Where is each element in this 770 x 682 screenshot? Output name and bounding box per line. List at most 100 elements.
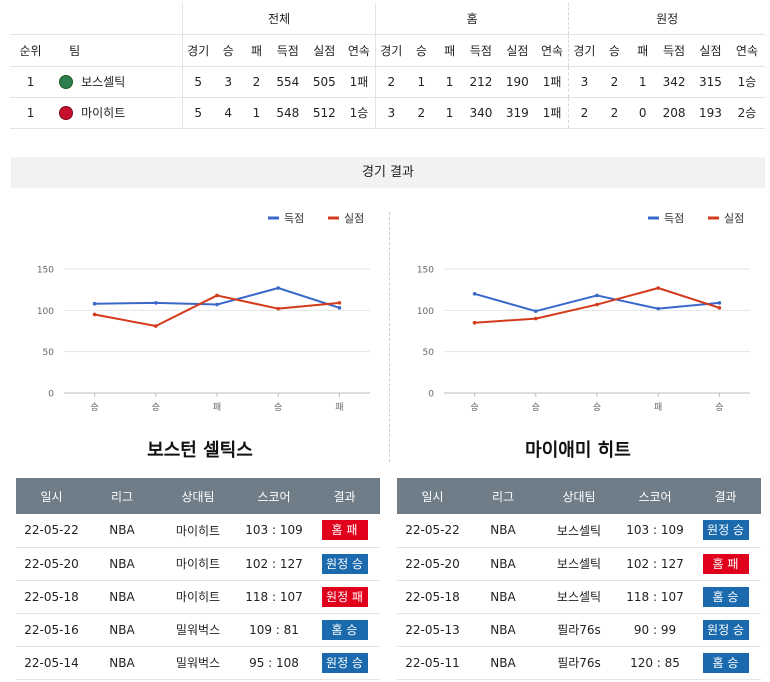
column-divider <box>389 212 390 462</box>
result-badge: 원정 패 <box>321 586 368 607</box>
home-points-for: 212 <box>462 66 499 98</box>
game-row[interactable]: 22-05-18 NBA 보스셀틱 118 : 107 홈 승 <box>397 580 761 614</box>
home-wins: 2 <box>406 97 437 129</box>
away-points-against: 315 <box>691 66 729 98</box>
header-streak: 연속 <box>342 34 376 67</box>
result-badge: 원정 승 <box>702 520 749 541</box>
game-date: 22-05-20 <box>397 547 468 581</box>
game-league: NBA <box>468 514 538 548</box>
game-row[interactable]: 22-05-22 NBA 보스셀틱 103 : 109 원정 승 <box>397 514 761 548</box>
header-losses: 패 <box>629 34 657 67</box>
away-wins: 2 <box>599 66 630 98</box>
home-games: 2 <box>375 66 407 98</box>
team-title-heat: 마이애미 히트 <box>525 440 631 461</box>
standings-header-row: 순위 팀 경기 승 패 득점 실점 연속 경기 승 패 득점 실점 연속 경기 … <box>10 34 765 67</box>
header-date: 일시 <box>397 478 468 514</box>
game-date: 22-05-22 <box>16 514 87 548</box>
game-score: 102 : 127 <box>620 547 690 581</box>
total-points-against: 505 <box>305 66 343 98</box>
game-score: 109 : 81 <box>239 613 309 647</box>
home-points-against: 190 <box>498 66 536 98</box>
header-rank: 순위 <box>10 34 52 67</box>
header-streak: 연속 <box>535 34 569 67</box>
game-opponent[interactable]: 밀워벅스 <box>157 613 239 647</box>
game-row[interactable]: 22-05-20 NBA 보스셀틱 102 : 127 홈 패 <box>397 547 761 581</box>
game-date: 22-05-11 <box>397 646 468 680</box>
game-score: 103 : 109 <box>620 514 690 548</box>
game-league: NBA <box>87 646 157 680</box>
data-point <box>595 293 599 298</box>
game-opponent[interactable]: 보스셀틱 <box>538 547 620 581</box>
header-wins: 승 <box>213 34 244 67</box>
away-losses: 1 <box>629 66 657 98</box>
heat-line-chart-svg: 0 50 100 150 승 승 승 패 승 득점 실점 <box>417 212 750 413</box>
away-streak: 1승 <box>728 66 765 98</box>
celtics-games-table: 일시 리그 상대팀 스코어 결과 22-05-22 NBA 마이히트 103 : 10… <box>16 478 380 680</box>
game-row[interactable]: 22-05-14 NBA 밀워벅스 95 : 108 원정 승 <box>16 646 380 680</box>
result-badge: 원정 승 <box>702 619 749 640</box>
game-row[interactable]: 22-05-20 NBA 마이히트 102 : 127 원정 승 <box>16 547 380 581</box>
game-opponent[interactable]: 보스셀틱 <box>538 580 620 614</box>
total-wins: 3 <box>213 66 244 98</box>
y-tick-label: 150 <box>417 266 434 276</box>
game-date: 22-05-16 <box>16 613 87 647</box>
data-point <box>92 301 97 306</box>
game-league: NBA <box>468 646 538 680</box>
header-streak: 연속 <box>728 34 765 67</box>
total-points-for: 554 <box>269 66 306 98</box>
header-points-against: 실점 <box>691 34 729 67</box>
total-streak: 1승 <box>342 97 376 129</box>
game-score: 103 : 109 <box>239 514 309 548</box>
game-result-cell: 원정 승 <box>690 613 761 647</box>
game-row[interactable]: 22-05-18 NBA 마이히트 118 : 107 원정 패 <box>16 580 380 614</box>
standings-group-blank <box>10 3 183 35</box>
game-date: 22-05-22 <box>397 514 468 548</box>
away-points-for: 342 <box>656 66 692 98</box>
team-title-celtics: 보스턴 셀틱스 <box>147 440 253 461</box>
game-score: 118 : 107 <box>239 580 309 614</box>
total-streak: 1패 <box>342 66 376 98</box>
total-losses: 2 <box>243 66 270 98</box>
game-opponent[interactable]: 밀워벅스 <box>157 646 239 680</box>
header-points-for: 득점 <box>462 34 499 67</box>
away-points-against: 193 <box>691 97 729 129</box>
data-point <box>276 286 281 290</box>
header-score: 스코어 <box>239 478 309 514</box>
game-row[interactable]: 22-05-16 NBA 밀워벅스 109 : 81 홈 승 <box>16 613 380 647</box>
home-streak: 1패 <box>535 97 569 129</box>
game-opponent[interactable]: 필라76s <box>538 646 620 680</box>
standings-group-row: 전체 홈 원정 <box>10 3 765 35</box>
rank-value: 1 <box>10 66 52 98</box>
result-badge: 홈 승 <box>321 619 368 640</box>
x-tick-label: 패 <box>654 402 662 413</box>
header-date: 일시 <box>16 478 87 514</box>
home-losses: 1 <box>436 66 463 98</box>
team-name[interactable]: 보스셀틱 <box>81 75 126 89</box>
header-losses: 패 <box>436 34 463 67</box>
game-opponent[interactable]: 마이히트 <box>157 514 239 548</box>
game-date: 22-05-14 <box>16 646 87 680</box>
game-opponent[interactable]: 보스셀틱 <box>538 514 620 548</box>
celtics-logo-icon <box>59 75 74 89</box>
y-tick-label: 150 <box>37 266 54 276</box>
total-losses: 1 <box>243 97 270 129</box>
result-badge: 홈 패 <box>702 553 749 574</box>
data-point <box>717 306 722 310</box>
game-row[interactable]: 22-05-13 NBA 필라76s 90 : 99 원정 승 <box>397 613 761 647</box>
header-team: 팀 <box>51 34 183 67</box>
data-point <box>154 301 158 305</box>
team-cell[interactable]: 마이히트 <box>51 97 183 129</box>
games-header-row: 일시 리그 상대팀 스코어 결과 <box>16 478 380 514</box>
game-row[interactable]: 22-05-11 NBA 필라76s 120 : 85 홈 승 <box>397 646 761 680</box>
team-name[interactable]: 마이히트 <box>81 106 126 120</box>
game-opponent[interactable]: 마이히트 <box>157 580 239 614</box>
total-points-against: 512 <box>305 97 343 129</box>
game-row[interactable]: 22-05-22 NBA 마이히트 103 : 109 홈 패 <box>16 514 380 548</box>
game-opponent[interactable]: 필라76s <box>538 613 620 647</box>
game-score: 90 : 99 <box>620 613 690 647</box>
standings-row-celtics: 1 보스셀틱 5 3 2 554 505 1패 2 1 1 212 190 1패… <box>10 66 765 98</box>
game-date: 22-05-20 <box>16 547 87 581</box>
header-league: 리그 <box>87 478 157 514</box>
game-opponent[interactable]: 마이히트 <box>157 547 239 581</box>
team-cell[interactable]: 보스셀틱 <box>51 66 183 98</box>
